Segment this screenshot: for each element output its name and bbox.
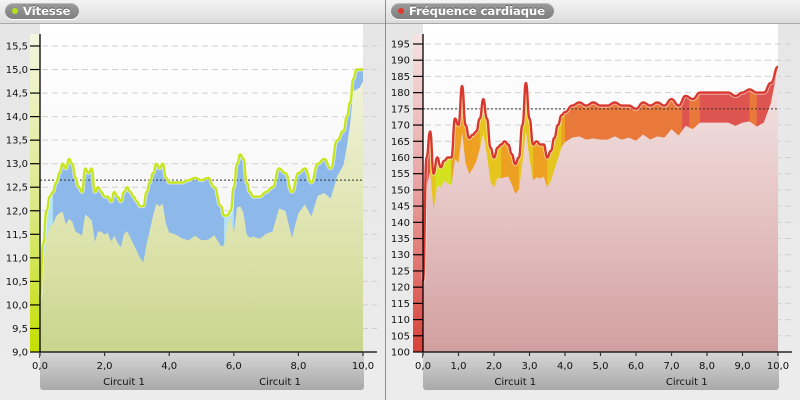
y-tick-label: 175 [391,104,410,115]
x-tick-label: 1,0 [451,361,467,372]
x-tick-label: 5,0 [593,361,609,372]
x-tick-label: 8,0 [699,361,715,372]
heart-rate-chart[interactable]: 100 105 110 115 120 125 130 135 140 145 150 155 160 1… [386,0,800,400]
speed-title-pill[interactable]: Vitesse [5,3,80,19]
x-tick-label: 6,0 [226,361,242,372]
speed-low-zone [40,191,53,296]
y-tick-label: 11,0 [6,253,28,264]
data-line [421,65,779,282]
y-tick-label: 180 [391,88,410,99]
speed-legend-dot-icon [12,8,18,14]
y-tick-label: 105 [391,331,410,342]
speed-title: Vitesse [23,4,71,18]
speed-panel-header: Vitesse [0,0,385,24]
y-tick-label: 120 [391,283,410,294]
y-tick-label: 9,5 [12,324,28,335]
x-axis-bar [40,352,364,390]
heart-rate-panel: Fréquence cardiaque 100 105 110 115 120 125 13… [386,0,800,400]
y-tick-label: 14,0 [6,112,28,123]
y-tick-label: 195 [391,40,410,51]
y-tick-label: 110 [391,315,410,326]
x-tick-label: 6,0 [628,361,644,372]
y-tick-label: 100 [391,348,410,359]
y-tick-label: 160 [391,153,410,164]
y-tick-label: 125 [391,266,410,277]
x-tick-label: 2,0 [486,361,502,372]
x-tick-label: 0,0 [32,361,48,372]
y-tick-label: 13,5 [6,136,28,147]
y-tick-label: 14,5 [6,89,28,100]
y-tick-label: 13,0 [6,159,28,170]
speed-chart[interactable]: 9,0 9,5 10,0 10,5 11,0 11,5 12,0 12,5 13,0 13,5 14… [0,0,385,400]
x-tick-label: 4,0 [161,361,177,372]
segment-label[interactable]: Circuit 1 [103,377,145,388]
x-tick-label: 4,0 [557,361,573,372]
area-fill [423,66,778,352]
speed-variation-band [40,69,363,296]
heart-rate-panel-header: Fréquence cardiaque [386,0,800,24]
x-tick-label: 10,0 [352,361,374,372]
y-tick-label: 150 [391,185,410,196]
x-tick-label: 3,0 [522,361,538,372]
axis-color-strip [413,34,423,352]
heart-rate-title: Fréquence cardiaque [409,4,546,18]
y-tick-label: 185 [391,72,410,83]
y-tick-label: 140 [391,218,410,229]
y-tick-label: 165 [391,137,410,148]
y-tick-label: 9,0 [12,348,28,359]
data-line [38,68,363,297]
y-tick-label: 170 [391,121,410,132]
heart-rate-legend-dot-icon [398,8,404,14]
y-tick-label: 10,5 [6,277,28,288]
segment-label[interactable]: Circuit 1 [494,377,536,388]
y-tick-label: 10,0 [6,300,28,311]
y-tick-label: 155 [391,169,410,180]
x-tick-label: 8,0 [290,361,306,372]
axis-color-strip [30,34,40,352]
y-tick-label: 190 [391,56,410,67]
x-tick-label: 2,0 [97,361,113,372]
y-tick-label: 135 [391,234,410,245]
x-tick-label: 9,0 [735,361,751,372]
y-tick-label: 15,0 [6,65,28,76]
y-tick-label: 11,5 [6,230,28,241]
heart-rate-title-pill[interactable]: Fréquence cardiaque [391,3,555,19]
x-tick-label: 10,0 [767,361,789,372]
y-tick-label: 130 [391,250,410,261]
x-tick-label: 0,0 [415,361,431,372]
y-tick-label: 12,0 [6,206,28,217]
x-axis-bar [423,352,779,390]
y-tick-label: 12,5 [6,183,28,194]
segment-label[interactable]: Circuit 1 [666,377,708,388]
segment-label[interactable]: Circuit 1 [259,377,301,388]
y-tick-label: 115 [391,299,410,310]
x-tick-label: 7,0 [664,361,680,372]
speed-panel: Vitesse 9,0 9,5 10,0 10,5 11,0 11,5 12,0 12,5 13… [0,0,386,400]
y-tick-label: 145 [391,202,410,213]
y-tick-label: 15,5 [6,42,28,53]
